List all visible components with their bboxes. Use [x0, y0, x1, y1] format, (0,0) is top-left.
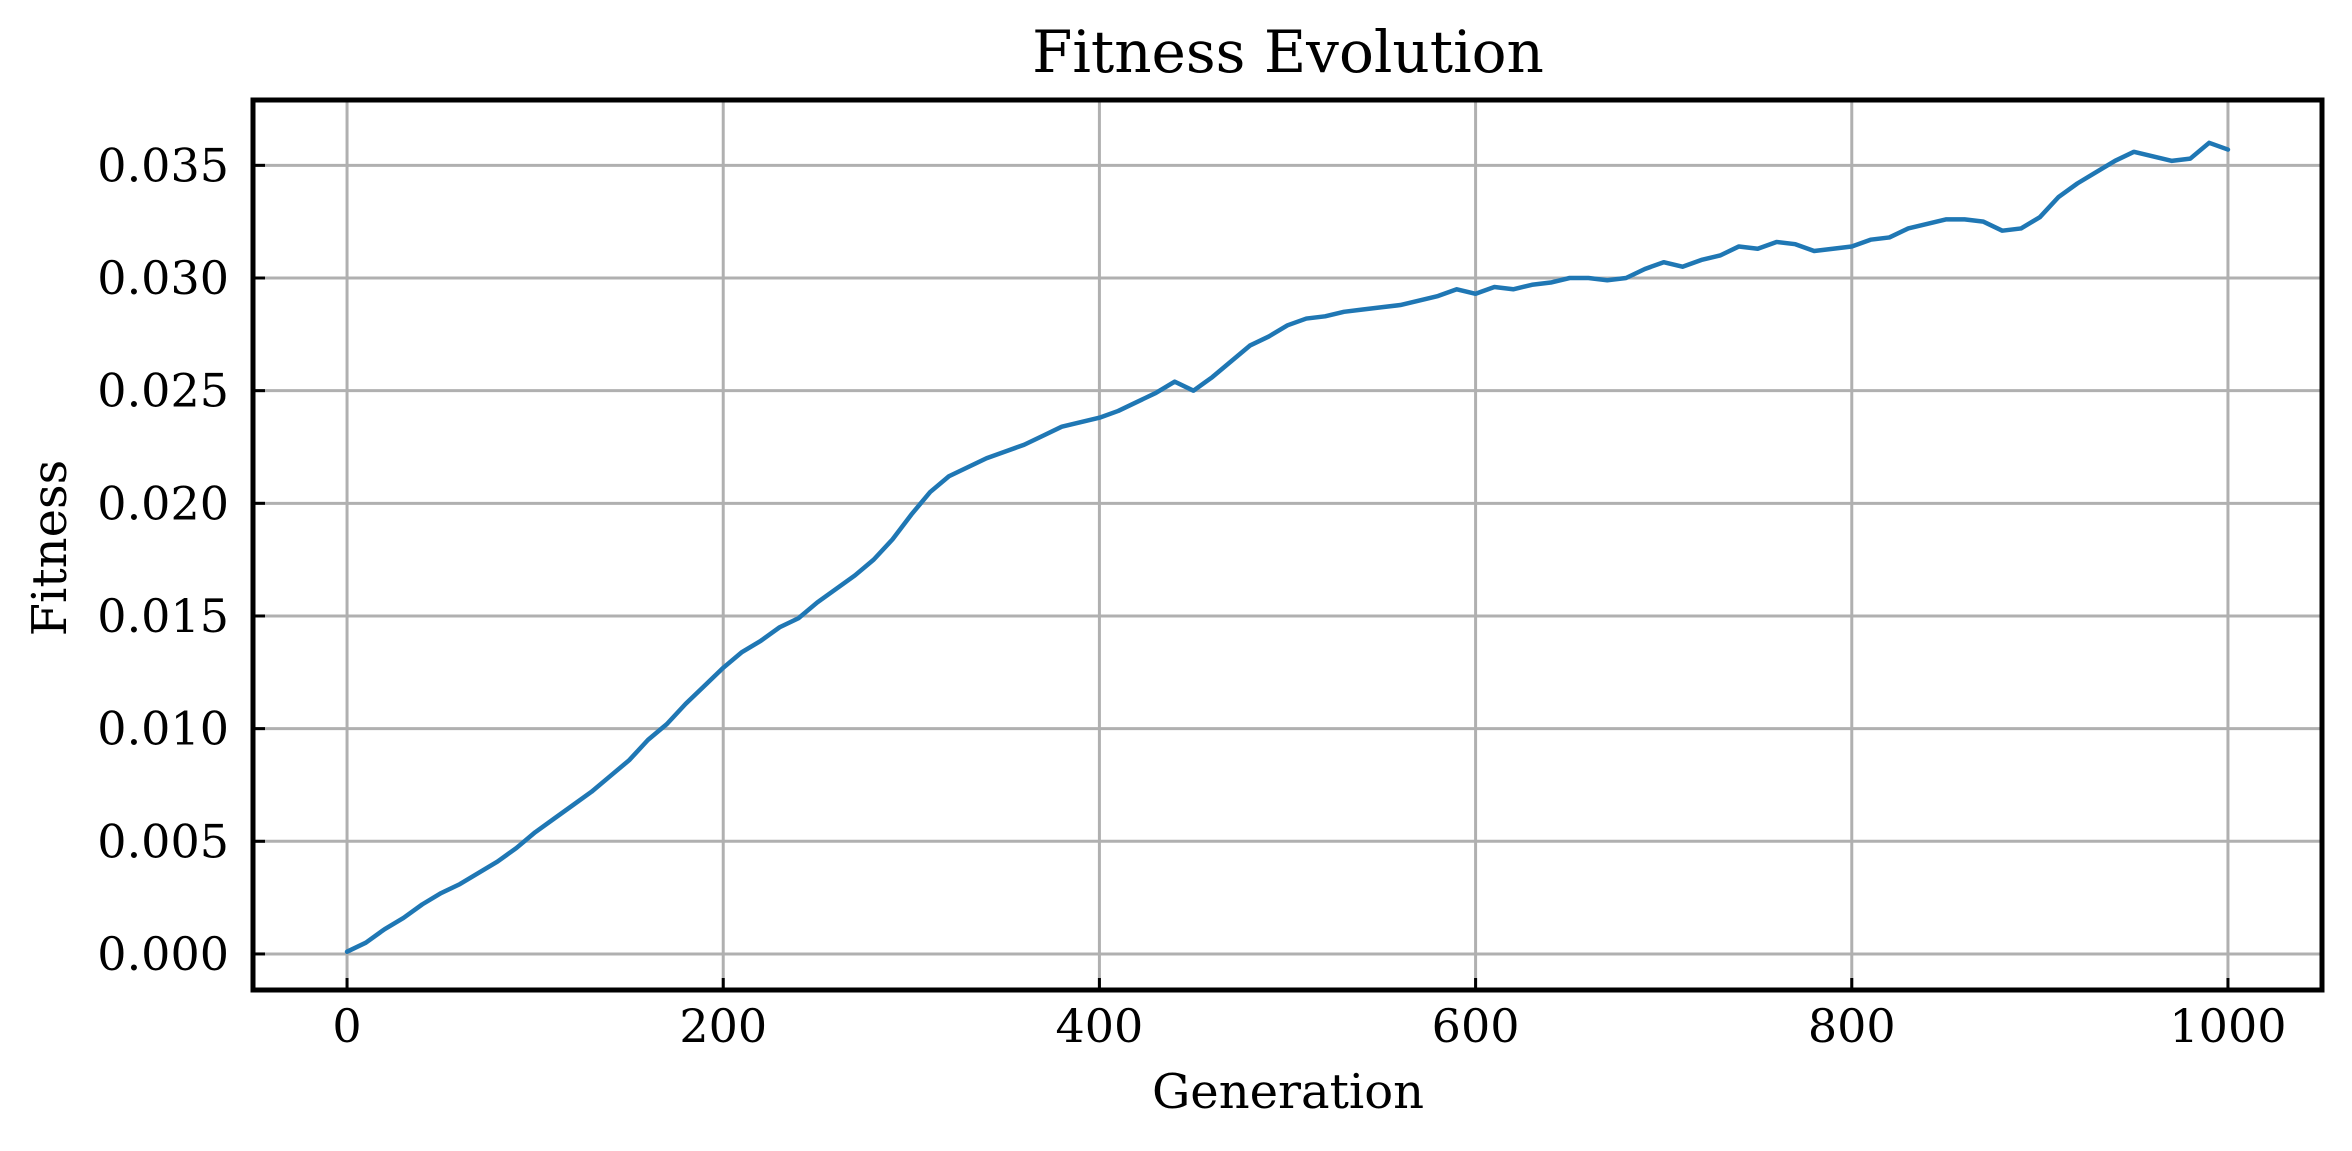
x-tick-label: 0	[332, 999, 361, 1053]
fitness-series-line	[344, 140, 2231, 954]
y-tick-label: 0.010	[97, 702, 229, 756]
x-tick-label: 400	[1056, 999, 1144, 1053]
chart-title: Fitness Evolution	[1032, 18, 1544, 86]
y-axis-label: Fitness	[22, 460, 78, 637]
y-tick-label: 0.015	[97, 589, 229, 643]
x-tick-label: 200	[679, 999, 767, 1053]
grid	[253, 100, 2322, 990]
x-tick-label: 600	[1432, 999, 1520, 1053]
x-axis-label: Generation	[1152, 1064, 1424, 1120]
y-tick-label: 0.005	[97, 814, 229, 868]
x-tick-label: 1000	[2169, 999, 2286, 1053]
y-tick-label: 0.035	[97, 138, 229, 192]
ticks: 0 200 400 600 800 1000 0.000 0.005 0.010 0.015 0.0…	[97, 138, 2286, 1053]
series-layer	[344, 140, 2231, 954]
y-tick-label: 0.000	[97, 927, 229, 981]
plot-frame	[250, 97, 2325, 993]
y-tick-label: 0.030	[97, 251, 229, 305]
y-tick-label: 0.020	[97, 476, 229, 530]
x-tick-label: 800	[1808, 999, 1896, 1053]
y-tick-label: 0.025	[97, 364, 229, 418]
